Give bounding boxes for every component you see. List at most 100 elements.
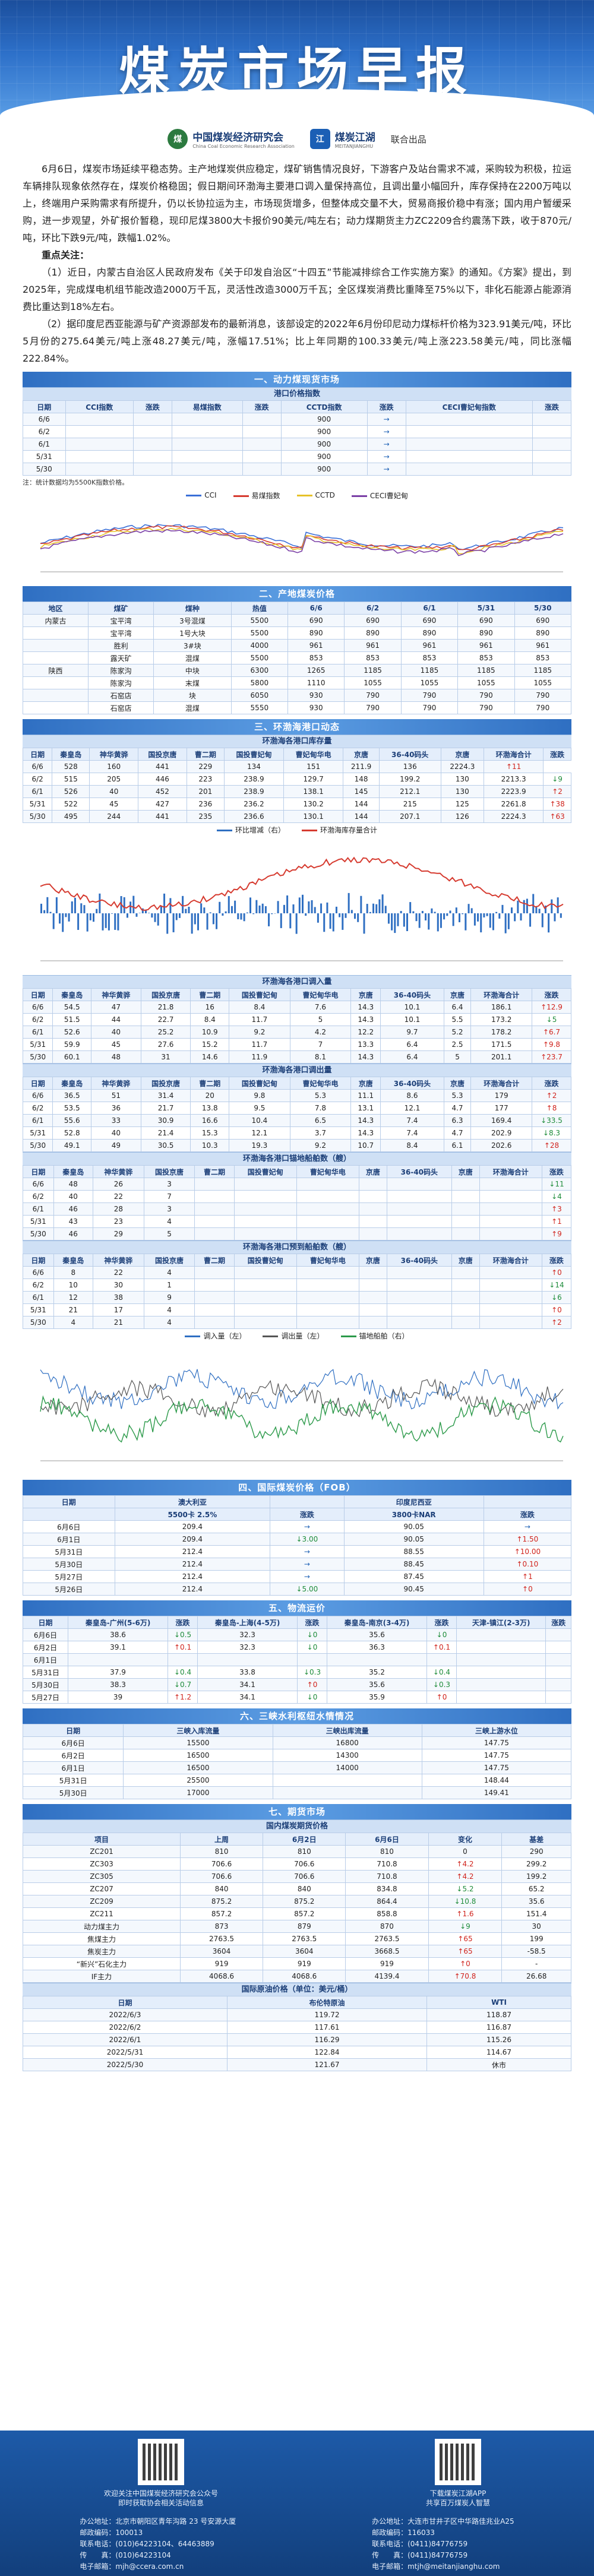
bar-mark — [434, 912, 436, 913]
bar-mark — [541, 913, 544, 928]
key-point-1: （1）近日，内蒙古自治区人民政府发布《关于印发自治区“十四五”节能减排综合工作实… — [23, 267, 571, 312]
table-cell: 30.5 — [140, 1139, 191, 1152]
table-cell: 1185 — [400, 664, 459, 677]
bar-mark — [308, 901, 310, 913]
table-cell: 6月6日 — [22, 1628, 69, 1641]
table-header: 涨跌 — [532, 400, 572, 413]
table-cell — [479, 1202, 542, 1216]
table-row: 5月26日 212.4 ↓5.00 90.45 ↑0 — [23, 1583, 572, 1596]
table-cell: ↑1.6 — [428, 1907, 503, 1920]
table-cell: 11.7 — [229, 1013, 290, 1026]
table-row: 5月27日 212.4 → 87.45 ↑1 — [23, 1570, 572, 1583]
table-header: CECI曹妃甸指数 — [405, 400, 533, 413]
publisher-logos: 煤 中国煤炭经济研究会 China Coal Economic Research… — [0, 121, 594, 157]
intro-text: 6月6日，煤炭市场延续平稳态势。主产地煤炭供应稳定，煤矿销售情况良好，下游客户及… — [0, 157, 594, 367]
table-cell: 4 — [143, 1316, 195, 1329]
table-cell: 35.6 — [327, 1628, 427, 1641]
table-cell: IF主力 — [23, 1970, 181, 1983]
table-cell — [272, 1786, 422, 1799]
table-subheader — [23, 1508, 115, 1521]
table-cell: 857.2 — [179, 1907, 264, 1920]
table-row: 6/2 51.5 44 22.7 8.4 11.7 5 14.3 10.1 5.5 173.2 ↓5 — [22, 1013, 572, 1026]
table-cell: -58.5 — [501, 1945, 571, 1958]
table-header: 曹二期 — [190, 988, 230, 1001]
table-cell: 5.5 — [443, 1013, 472, 1026]
table-cell: 14.3 — [350, 1013, 381, 1026]
table-row: 6月6日 209.4 → 90.05 → — [23, 1520, 572, 1533]
table-cell: 114.67 — [426, 2046, 571, 2059]
table-cell — [194, 1215, 235, 1228]
table-cell: ↓6 — [541, 1291, 572, 1304]
legend-item: 锚地船舶（右） — [340, 1331, 409, 1341]
table-cell: ZC305 — [23, 1870, 181, 1883]
bar-mark — [261, 903, 264, 913]
bar-mark — [289, 913, 292, 929]
table-header: 国投曹妃甸 — [229, 1077, 290, 1090]
table-row: 6/6 528 160 441 229 134 151 211.9 136 2224.3 ↑11 — [22, 760, 571, 773]
table-header: 日期 — [22, 748, 53, 761]
table-cell: 6/6 — [23, 1178, 54, 1191]
table-cell: 5月27日 — [22, 1691, 69, 1704]
bar-mark — [378, 899, 381, 913]
table-cell: 5 — [443, 1050, 472, 1064]
table-header: 曹妃甸华电 — [289, 988, 352, 1001]
contact-line: 办公地址：大连市甘井子区中华路佳兆业A25 — [372, 2517, 514, 2526]
table-row: 6/6 900 → — [23, 413, 572, 426]
table-cell: 6/1 — [22, 1114, 53, 1127]
bar-mark — [200, 903, 203, 913]
table-cell: 6050 — [230, 689, 289, 702]
bar-mark — [305, 913, 307, 916]
table-cell: 5550 — [230, 701, 289, 714]
table-cell: 706.6 — [179, 1857, 264, 1871]
bar-mark — [280, 913, 282, 928]
table-cell: 864.4 — [345, 1895, 429, 1908]
table-cell: 202.9 — [470, 1126, 532, 1140]
table-cell: 5.2 — [443, 1026, 472, 1039]
table-row: 5月31日 212.4 → 88.55 ↑10.00 — [23, 1545, 572, 1558]
bar-mark — [483, 913, 485, 917]
table-cell — [233, 1316, 297, 1329]
table-cell: 27.6 — [140, 1038, 191, 1051]
table-row: 6/6 8 22 4 ↑0 — [23, 1266, 572, 1279]
table-cell: 126 — [440, 810, 485, 823]
bar-mark — [449, 910, 451, 913]
table-header: 曹二期 — [190, 1077, 230, 1090]
table-row: 陕西 陈家沟 中块 6300 1265 1185 1185 1185 1185 — [22, 664, 572, 677]
sub-title: 环渤海各港口库存量 — [23, 735, 571, 748]
table-cell: 5月30日 — [23, 1558, 115, 1571]
table-header: 5/31 — [457, 602, 515, 615]
table-header: 环渤海合计 — [484, 748, 544, 761]
table-subheader: 3800卡NAR — [343, 1508, 484, 1521]
table-header: 易煤指数 — [171, 400, 243, 413]
table-cell — [22, 639, 89, 652]
table-cell — [358, 1227, 387, 1240]
freight-table: 日期 秦皇岛-广州(5-6万) 涨跌 秦皇岛-上海(4-5万) 涨跌 秦皇岛-南京(3-4… — [22, 1616, 571, 1704]
sub-title: 港口价格指数 — [23, 387, 571, 400]
table-cell: 2.5 — [443, 1038, 472, 1051]
table-cell — [296, 1178, 359, 1191]
table-cell: 13.8 — [190, 1102, 230, 1115]
chart-legend: 调入量（左） 调出量（左） 锚地船舶（右） — [23, 1329, 571, 1342]
table-cell: → — [270, 1545, 345, 1558]
table-cell — [405, 438, 533, 451]
bar-mark — [520, 913, 522, 921]
bar-mark — [141, 908, 144, 913]
legend-item: 调入量（左） — [185, 1331, 246, 1341]
table-cell: 900 — [280, 413, 368, 426]
table-cell: 207.1 — [378, 810, 441, 823]
cceri-name-en: China Coal Economic Research Association — [192, 144, 295, 149]
bar-mark — [535, 906, 538, 913]
table-cell: 胜利 — [88, 639, 154, 652]
table-header: 神华黄骅 — [92, 1254, 144, 1267]
bar-mark — [501, 904, 504, 913]
table-cell: 148 — [343, 773, 380, 786]
table-header: 煤矿 — [88, 602, 154, 615]
table-cell: 1265 — [287, 664, 345, 677]
table-cell: 11.9 — [229, 1050, 290, 1064]
table-cell: ↑9.8 — [531, 1038, 572, 1051]
sub-title: 环渤海各港口调入量 — [23, 975, 571, 988]
table-cell: ↑1.2 — [168, 1691, 198, 1704]
table-cell: 22 — [92, 1266, 144, 1279]
table-cell: 116.29 — [226, 2033, 428, 2046]
table-cell: ↑0.1 — [426, 1641, 457, 1654]
